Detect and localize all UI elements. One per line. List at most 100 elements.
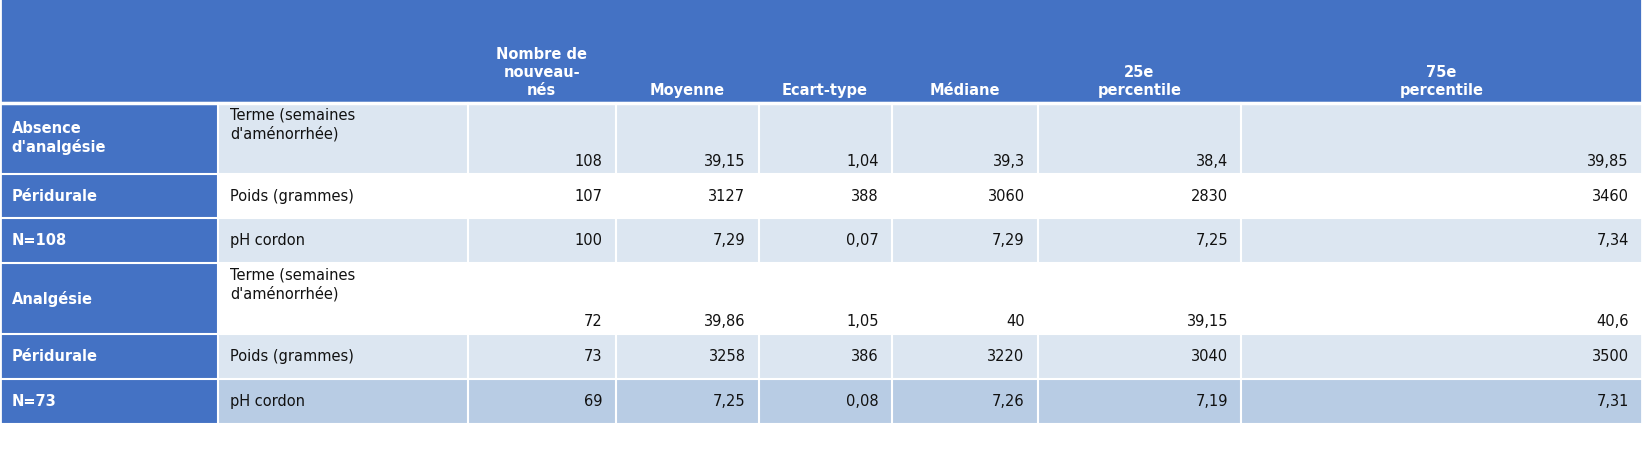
Bar [218,334,468,379]
Text: 73: 73 [585,349,603,364]
Text: N=108: N=108 [11,234,67,248]
Text: Analgésie: Analgésie [11,291,92,307]
Text: Terme (semaines
d'aménorrhée): Terme (semaines d'aménorrhée) [230,107,355,141]
Text: 69: 69 [585,394,603,409]
Bar [759,263,892,334]
Text: 3220: 3220 [987,349,1025,364]
Bar [0,0,1642,103]
Text: 388: 388 [851,189,878,203]
Text: Ecart-type: Ecart-type [782,83,869,98]
Bar [468,379,616,424]
Text: 7,31: 7,31 [1596,394,1629,409]
Text: 7,19: 7,19 [1195,394,1228,409]
Bar [616,103,759,174]
Text: 72: 72 [585,314,603,329]
Text: 386: 386 [851,349,878,364]
Bar [218,103,468,174]
Bar [759,103,892,174]
Text: pH cordon: pH cordon [230,234,305,248]
Text: 1,04: 1,04 [846,154,878,169]
Text: pH cordon: pH cordon [230,394,305,409]
Bar [892,379,1038,424]
Text: 7,25: 7,25 [1195,234,1228,248]
Bar [892,103,1038,174]
Bar [892,263,1038,334]
Bar [616,334,759,379]
Text: 39,85: 39,85 [1588,154,1629,169]
Bar [759,174,892,218]
Bar [1241,334,1642,379]
Bar [759,334,892,379]
Bar [218,263,468,334]
Bar [616,218,759,263]
Bar [1038,218,1241,263]
Bar [468,334,616,379]
Text: Médiane: Médiane [929,83,1000,98]
Text: 100: 100 [575,234,603,248]
Bar [759,379,892,424]
Bar [0,174,218,218]
Bar [218,379,468,424]
Bar [1241,263,1642,334]
Bar [1038,174,1241,218]
Text: 7,26: 7,26 [992,394,1025,409]
Text: 39,86: 39,86 [704,314,745,329]
Text: Poids (grammes): Poids (grammes) [230,189,353,203]
Bar [0,379,218,424]
Text: 39,3: 39,3 [992,154,1025,169]
Text: 107: 107 [575,189,603,203]
Text: 40: 40 [1007,314,1025,329]
Text: 3258: 3258 [708,349,745,364]
Text: 108: 108 [575,154,603,169]
Bar [1038,334,1241,379]
Bar [616,263,759,334]
Text: 7,29: 7,29 [992,234,1025,248]
Text: Péridurale: Péridurale [11,189,97,203]
Bar [468,218,616,263]
Bar [892,174,1038,218]
Text: 39,15: 39,15 [1187,314,1228,329]
Bar [0,103,218,174]
Bar [892,334,1038,379]
Bar [616,174,759,218]
Bar [1241,103,1642,174]
Text: 38,4: 38,4 [1195,154,1228,169]
Text: Nombre de
nouveau-
nés: Nombre de nouveau- nés [496,47,588,98]
Text: 40,6: 40,6 [1596,314,1629,329]
Text: Poids (grammes): Poids (grammes) [230,349,353,364]
Bar [1241,174,1642,218]
Bar [218,174,468,218]
Bar [468,174,616,218]
Text: 3500: 3500 [1591,349,1629,364]
Bar [892,218,1038,263]
Bar [0,218,218,263]
Text: 2830: 2830 [1190,189,1228,203]
Bar [0,334,218,379]
Text: 0,08: 0,08 [846,394,878,409]
Text: 7,25: 7,25 [713,394,745,409]
Text: 3040: 3040 [1190,349,1228,364]
Bar [1241,218,1642,263]
Bar [218,218,468,263]
Bar [1038,379,1241,424]
Bar [616,379,759,424]
Text: 1,05: 1,05 [846,314,878,329]
Text: N=73: N=73 [11,394,56,409]
Text: Moyenne: Moyenne [650,83,724,98]
Bar [1038,103,1241,174]
Text: Absence
d'analgésie: Absence d'analgésie [11,122,107,155]
Bar [468,103,616,174]
Text: 7,34: 7,34 [1596,234,1629,248]
Text: 7,29: 7,29 [713,234,745,248]
Text: 0,07: 0,07 [846,234,878,248]
Bar [0,263,218,334]
Bar [1038,263,1241,334]
Text: Péridurale: Péridurale [11,349,97,364]
Text: 25e
percentile: 25e percentile [1097,65,1182,98]
Text: 39,15: 39,15 [704,154,745,169]
Text: Terme (semaines
d'aménorrhée): Terme (semaines d'aménorrhée) [230,268,355,302]
Bar [1241,379,1642,424]
Text: 3060: 3060 [987,189,1025,203]
Text: 3127: 3127 [708,189,745,203]
Bar [759,218,892,263]
